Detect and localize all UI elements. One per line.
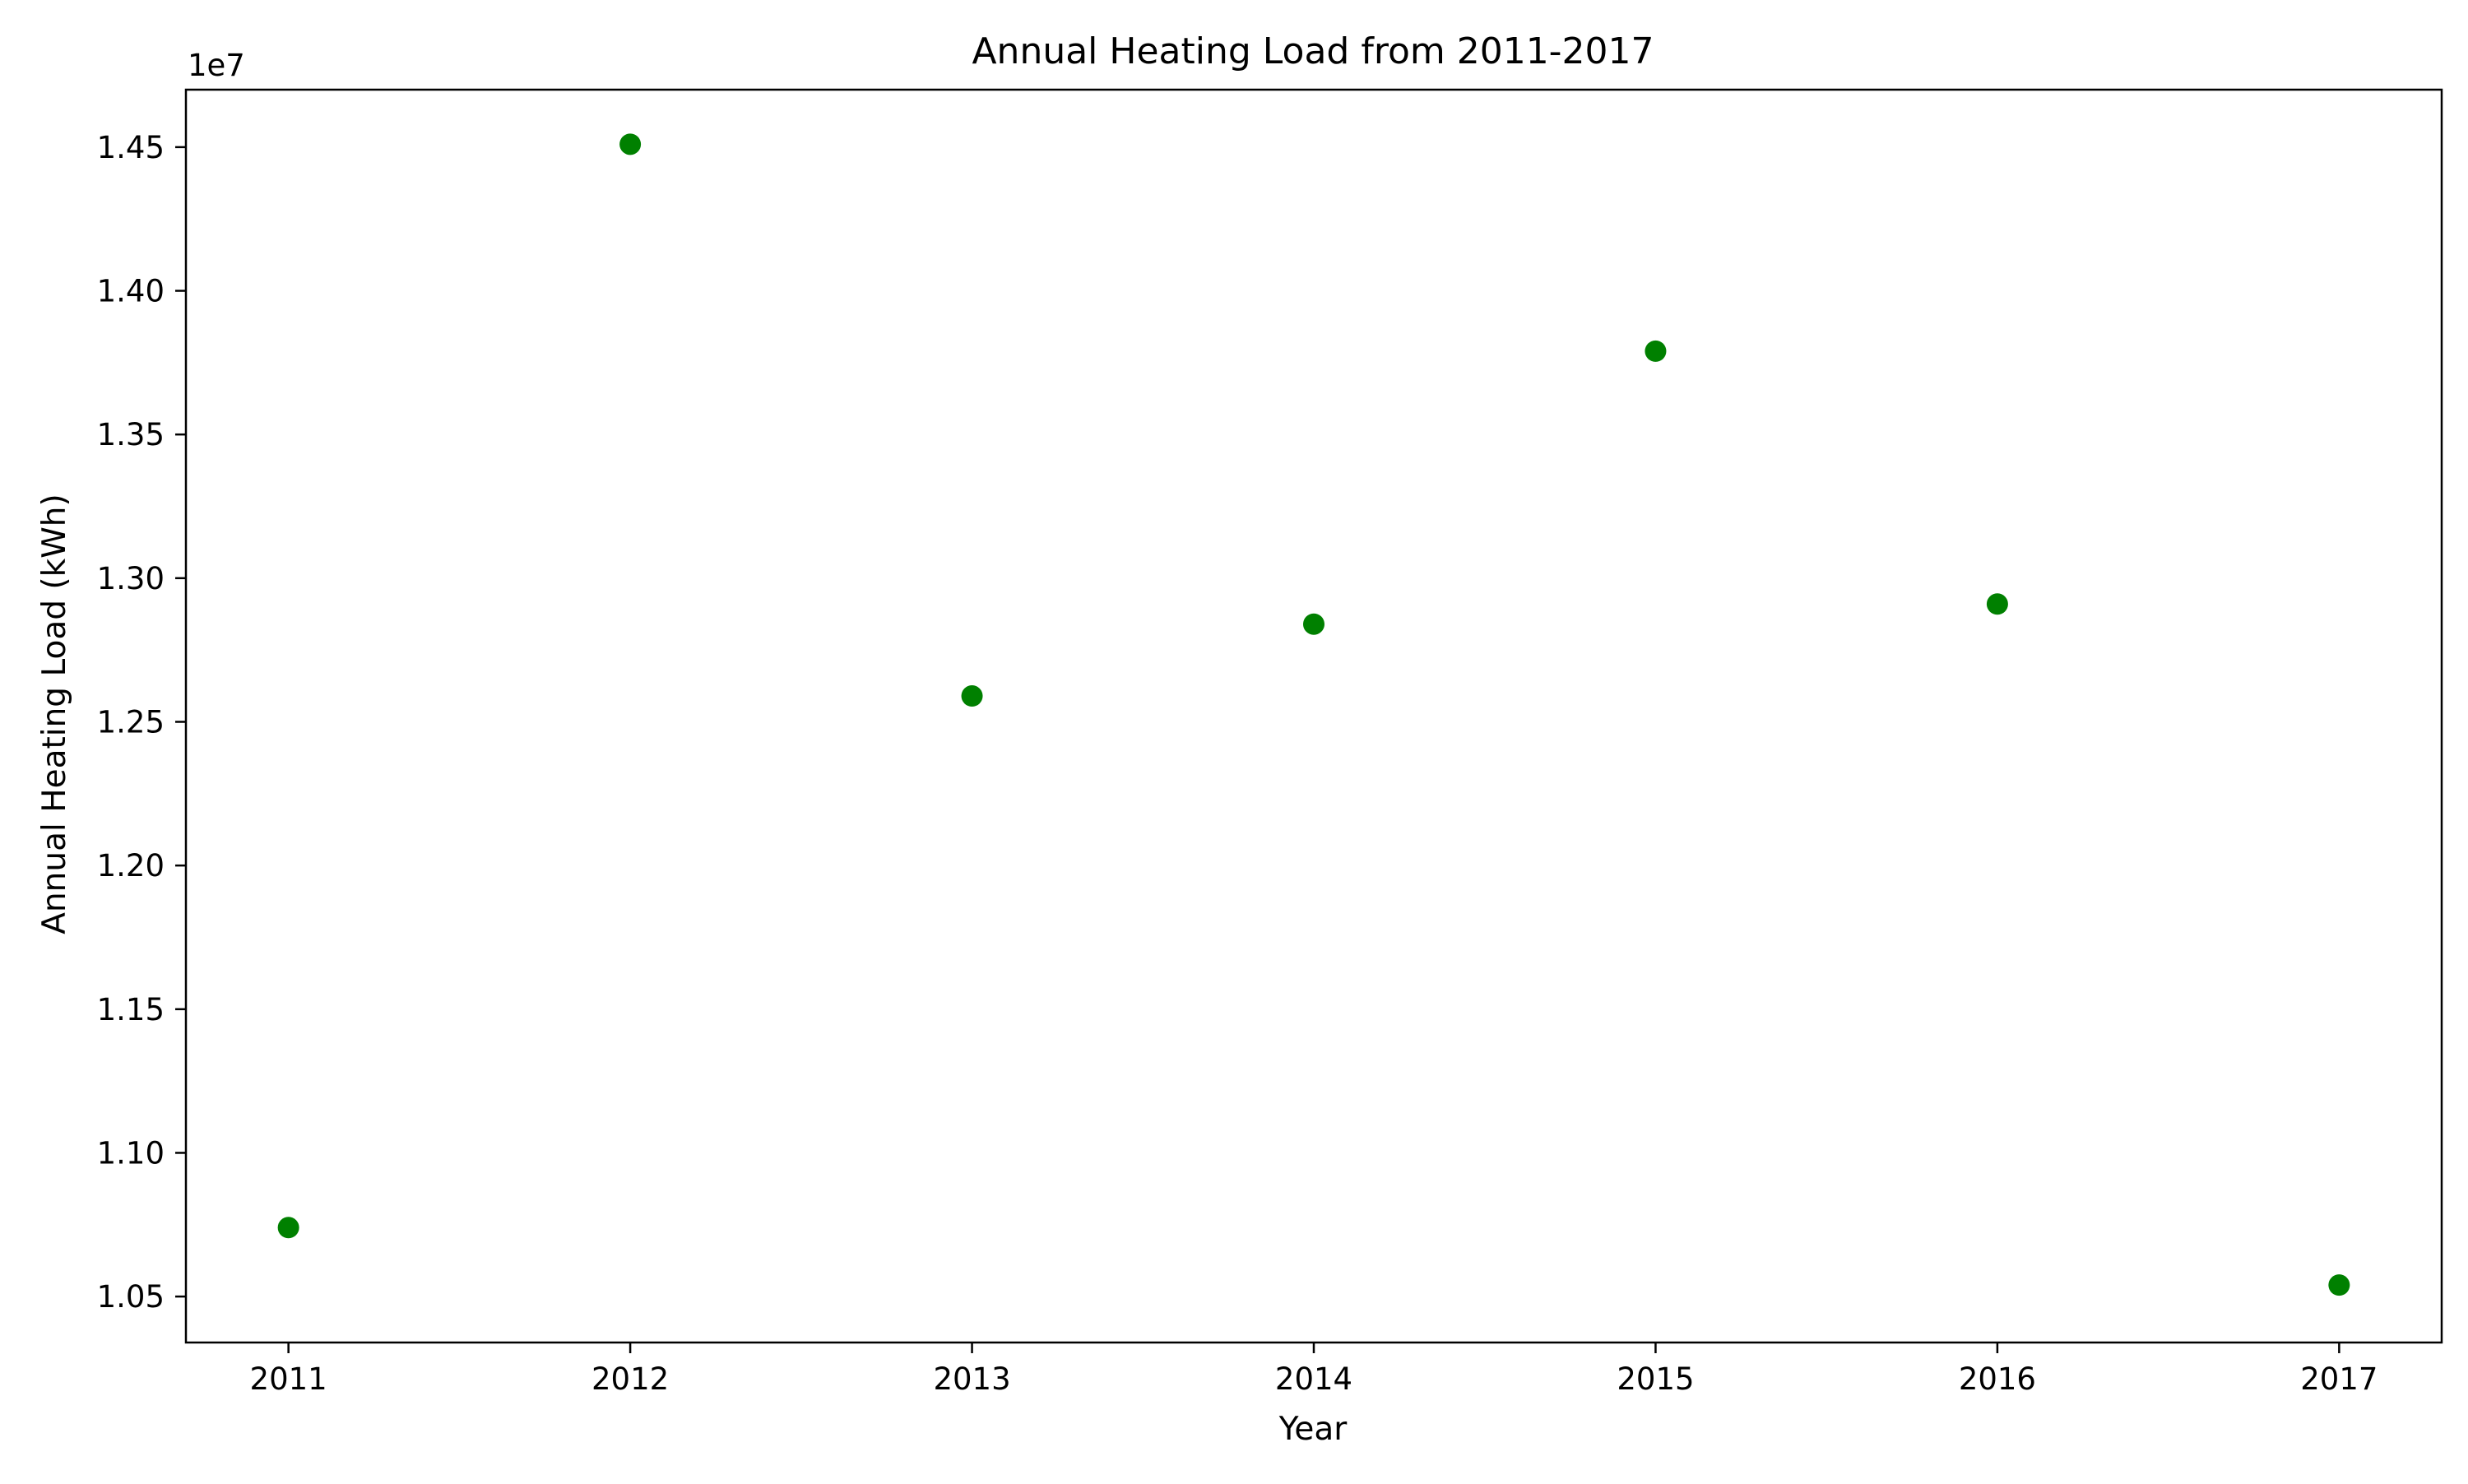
y-tick-label: 1.20	[97, 848, 165, 883]
data-point	[2328, 1274, 2350, 1296]
y-tick-label: 1.15	[97, 992, 165, 1027]
y-tick-label: 1.25	[97, 704, 165, 740]
axis-ticks: 2011 2012 2013 2014 2015 2016 2017 1.05 1.10 1.15…	[97, 130, 2378, 1397]
y-offset-label: 1e7	[188, 48, 245, 83]
plot-area-frame	[184, 88, 2443, 1344]
data-point	[1986, 593, 2008, 615]
data-point	[1645, 340, 1667, 362]
chart-title: Annual Heating Load from 2011-2017	[972, 30, 1654, 72]
data-point	[277, 1217, 299, 1239]
y-tick-label: 1.40	[97, 274, 165, 309]
x-tick-label: 2014	[1275, 1361, 1352, 1397]
data-points	[277, 133, 2350, 1296]
y-axis-label: Annual Heating Load (kWh)	[36, 494, 73, 934]
y-tick-label: 1.45	[97, 130, 165, 165]
data-point	[619, 133, 642, 155]
data-point	[1303, 613, 1324, 635]
x-tick-label: 2011	[250, 1361, 327, 1397]
x-tick-label: 2015	[1617, 1361, 1694, 1397]
y-tick-label: 1.10	[97, 1135, 165, 1171]
x-axis-label: Year	[1278, 1411, 1348, 1448]
x-tick-label: 2013	[933, 1361, 1010, 1397]
x-tick-label: 2016	[1959, 1361, 2036, 1397]
y-tick-label: 1.30	[97, 561, 165, 596]
x-tick-label: 2017	[2300, 1361, 2378, 1397]
x-tick-label: 2012	[591, 1361, 669, 1397]
data-point	[961, 685, 983, 707]
y-tick-label: 1.35	[97, 417, 165, 452]
y-tick-label: 1.05	[97, 1279, 165, 1315]
